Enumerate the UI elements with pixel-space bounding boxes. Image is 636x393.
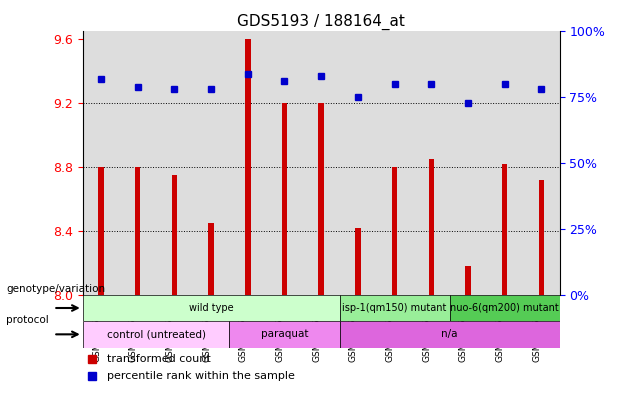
FancyBboxPatch shape	[83, 321, 230, 347]
Bar	[340, 31, 377, 295]
Text: percentile rank within the sample: percentile rank within the sample	[107, 371, 294, 381]
FancyBboxPatch shape	[340, 295, 450, 321]
Bar	[429, 159, 434, 295]
Bar	[539, 180, 544, 295]
Text: control (untreated): control (untreated)	[107, 329, 205, 339]
Bar	[83, 31, 120, 295]
Bar	[135, 167, 141, 295]
Bar	[120, 31, 156, 295]
FancyBboxPatch shape	[340, 321, 560, 347]
Bar	[355, 228, 361, 295]
Bar	[209, 223, 214, 295]
Text: n/a: n/a	[441, 329, 458, 339]
FancyBboxPatch shape	[450, 295, 560, 321]
Text: paraquat: paraquat	[261, 329, 308, 339]
Bar	[487, 31, 523, 295]
Title: GDS5193 / 188164_at: GDS5193 / 188164_at	[237, 14, 405, 30]
Text: wild type: wild type	[189, 303, 233, 313]
Bar	[502, 164, 508, 295]
FancyBboxPatch shape	[83, 295, 340, 321]
Bar	[193, 31, 230, 295]
Bar	[413, 31, 450, 295]
Bar	[230, 31, 266, 295]
Bar	[99, 167, 104, 295]
Bar	[172, 175, 177, 295]
Bar	[282, 103, 287, 295]
Text: nuo-6(qm200) mutant: nuo-6(qm200) mutant	[450, 303, 559, 313]
Text: protocol: protocol	[6, 315, 49, 325]
Bar	[156, 31, 193, 295]
Bar	[319, 103, 324, 295]
Text: genotype/variation: genotype/variation	[6, 284, 106, 294]
Text: isp-1(qm150) mutant: isp-1(qm150) mutant	[342, 303, 446, 313]
Bar	[303, 31, 340, 295]
Bar	[450, 31, 487, 295]
Bar	[245, 39, 251, 295]
Bar	[523, 31, 560, 295]
FancyBboxPatch shape	[230, 321, 340, 347]
Bar	[377, 31, 413, 295]
Bar	[392, 167, 398, 295]
Text: transformed count: transformed count	[107, 354, 211, 364]
Bar	[465, 266, 471, 295]
Bar	[266, 31, 303, 295]
